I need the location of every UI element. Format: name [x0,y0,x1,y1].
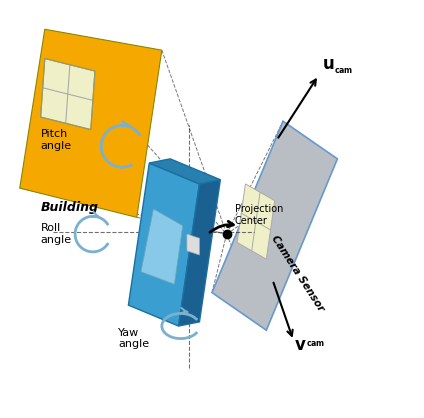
Text: Pitch
angle: Pitch angle [41,129,72,151]
Polygon shape [128,163,199,326]
Text: Building: Building [41,201,99,214]
Polygon shape [149,159,220,184]
Polygon shape [237,184,275,259]
Polygon shape [187,234,199,255]
Text: $\mathbf{u}$: $\mathbf{u}$ [321,55,334,73]
Text: Yaw
angle: Yaw angle [118,328,149,349]
Text: Roll
angle: Roll angle [41,223,72,245]
Text: Projection
Center: Projection Center [235,204,283,226]
Text: $\mathbf{v}$: $\mathbf{v}$ [293,336,306,354]
Polygon shape [212,121,338,330]
Polygon shape [179,180,220,326]
Text: Camera Sensor: Camera Sensor [269,234,326,314]
Text: $_{\mathbf{cam}}$: $_{\mathbf{cam}}$ [307,339,326,349]
Polygon shape [41,59,95,130]
Text: $_{\mathbf{cam}}$: $_{\mathbf{cam}}$ [335,66,354,76]
Polygon shape [20,29,162,217]
Polygon shape [141,209,183,284]
